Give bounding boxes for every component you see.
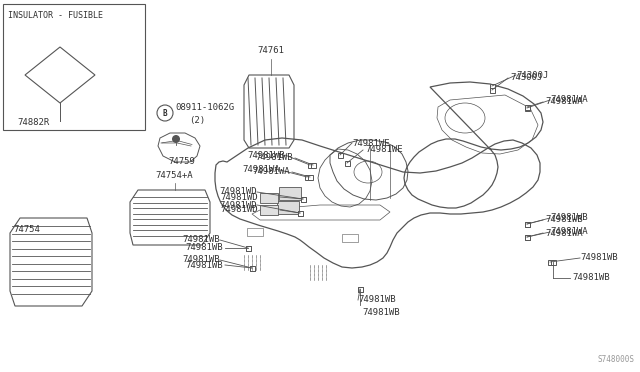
Bar	[277, 201, 299, 214]
Text: 74981WB: 74981WB	[545, 215, 582, 224]
Bar	[301, 196, 305, 202]
Bar	[250, 266, 255, 270]
Bar	[525, 106, 529, 110]
Text: 74981WB: 74981WB	[550, 214, 588, 222]
Text: 74981WE: 74981WE	[365, 145, 403, 154]
Text: 74981WD: 74981WD	[220, 205, 258, 215]
Text: 74981WB: 74981WB	[358, 295, 396, 305]
Bar	[525, 221, 529, 227]
Bar	[490, 87, 495, 93]
Text: 74754: 74754	[13, 225, 40, 234]
Bar	[342, 234, 358, 242]
Bar	[3, 4, 145, 130]
Text: 74981WA: 74981WA	[550, 96, 588, 105]
Bar	[307, 163, 312, 167]
Bar	[550, 260, 556, 264]
Text: 74981WA: 74981WA	[545, 228, 582, 237]
Text: 74981WB: 74981WB	[362, 308, 399, 317]
Text: (2): (2)	[189, 115, 205, 125]
Bar	[247, 228, 263, 236]
Text: INSULATOR - FUSIBLE: INSULATOR - FUSIBLE	[8, 10, 103, 19]
Bar	[260, 205, 278, 215]
Bar	[298, 211, 303, 215]
Bar	[525, 105, 529, 109]
Text: 74981WB: 74981WB	[182, 256, 220, 264]
Text: 74300J: 74300J	[516, 71, 548, 80]
Text: S748000S: S748000S	[598, 355, 635, 364]
Bar	[490, 83, 495, 89]
Text: 74759: 74759	[168, 157, 195, 166]
Bar	[358, 286, 362, 292]
Bar	[358, 286, 362, 292]
Text: 74981WB: 74981WB	[186, 260, 223, 269]
Bar	[525, 221, 529, 227]
Text: 74981WD: 74981WD	[220, 192, 258, 202]
Text: 74882R: 74882R	[17, 118, 49, 127]
Bar	[250, 266, 255, 270]
Text: 74300J: 74300J	[510, 74, 542, 83]
Bar	[301, 196, 305, 202]
Bar	[246, 246, 250, 250]
Text: 74981WB: 74981WB	[182, 235, 220, 244]
Bar	[307, 174, 312, 180]
Text: 74754+A: 74754+A	[155, 171, 193, 180]
Text: 74981WE: 74981WE	[352, 138, 390, 148]
Text: 74981WA: 74981WA	[252, 167, 290, 176]
Bar	[310, 163, 316, 167]
Text: 74981WD: 74981WD	[220, 187, 257, 196]
Text: 74981WD: 74981WD	[220, 201, 257, 209]
Text: 74981WB: 74981WB	[572, 273, 610, 282]
Text: 74981WA: 74981WA	[545, 97, 582, 106]
Bar	[525, 234, 529, 240]
Bar	[525, 234, 529, 240]
Text: 74981WA: 74981WA	[550, 228, 588, 237]
Bar	[344, 160, 349, 166]
Circle shape	[172, 135, 180, 143]
Text: 74981WB: 74981WB	[580, 253, 618, 263]
Text: 08911-1062G: 08911-1062G	[175, 103, 234, 112]
Text: 74981WB: 74981WB	[186, 244, 223, 253]
Bar	[305, 174, 310, 180]
Text: 74981WA: 74981WA	[243, 166, 280, 174]
Bar	[279, 187, 301, 200]
Bar	[260, 193, 278, 203]
Text: 74981WB: 74981WB	[255, 154, 293, 163]
Bar	[246, 246, 250, 250]
Bar	[547, 260, 552, 264]
Bar	[337, 153, 342, 157]
Bar	[298, 211, 303, 215]
Text: 74981WB: 74981WB	[248, 151, 285, 160]
Text: B: B	[163, 109, 167, 118]
Text: 74761: 74761	[257, 46, 284, 55]
